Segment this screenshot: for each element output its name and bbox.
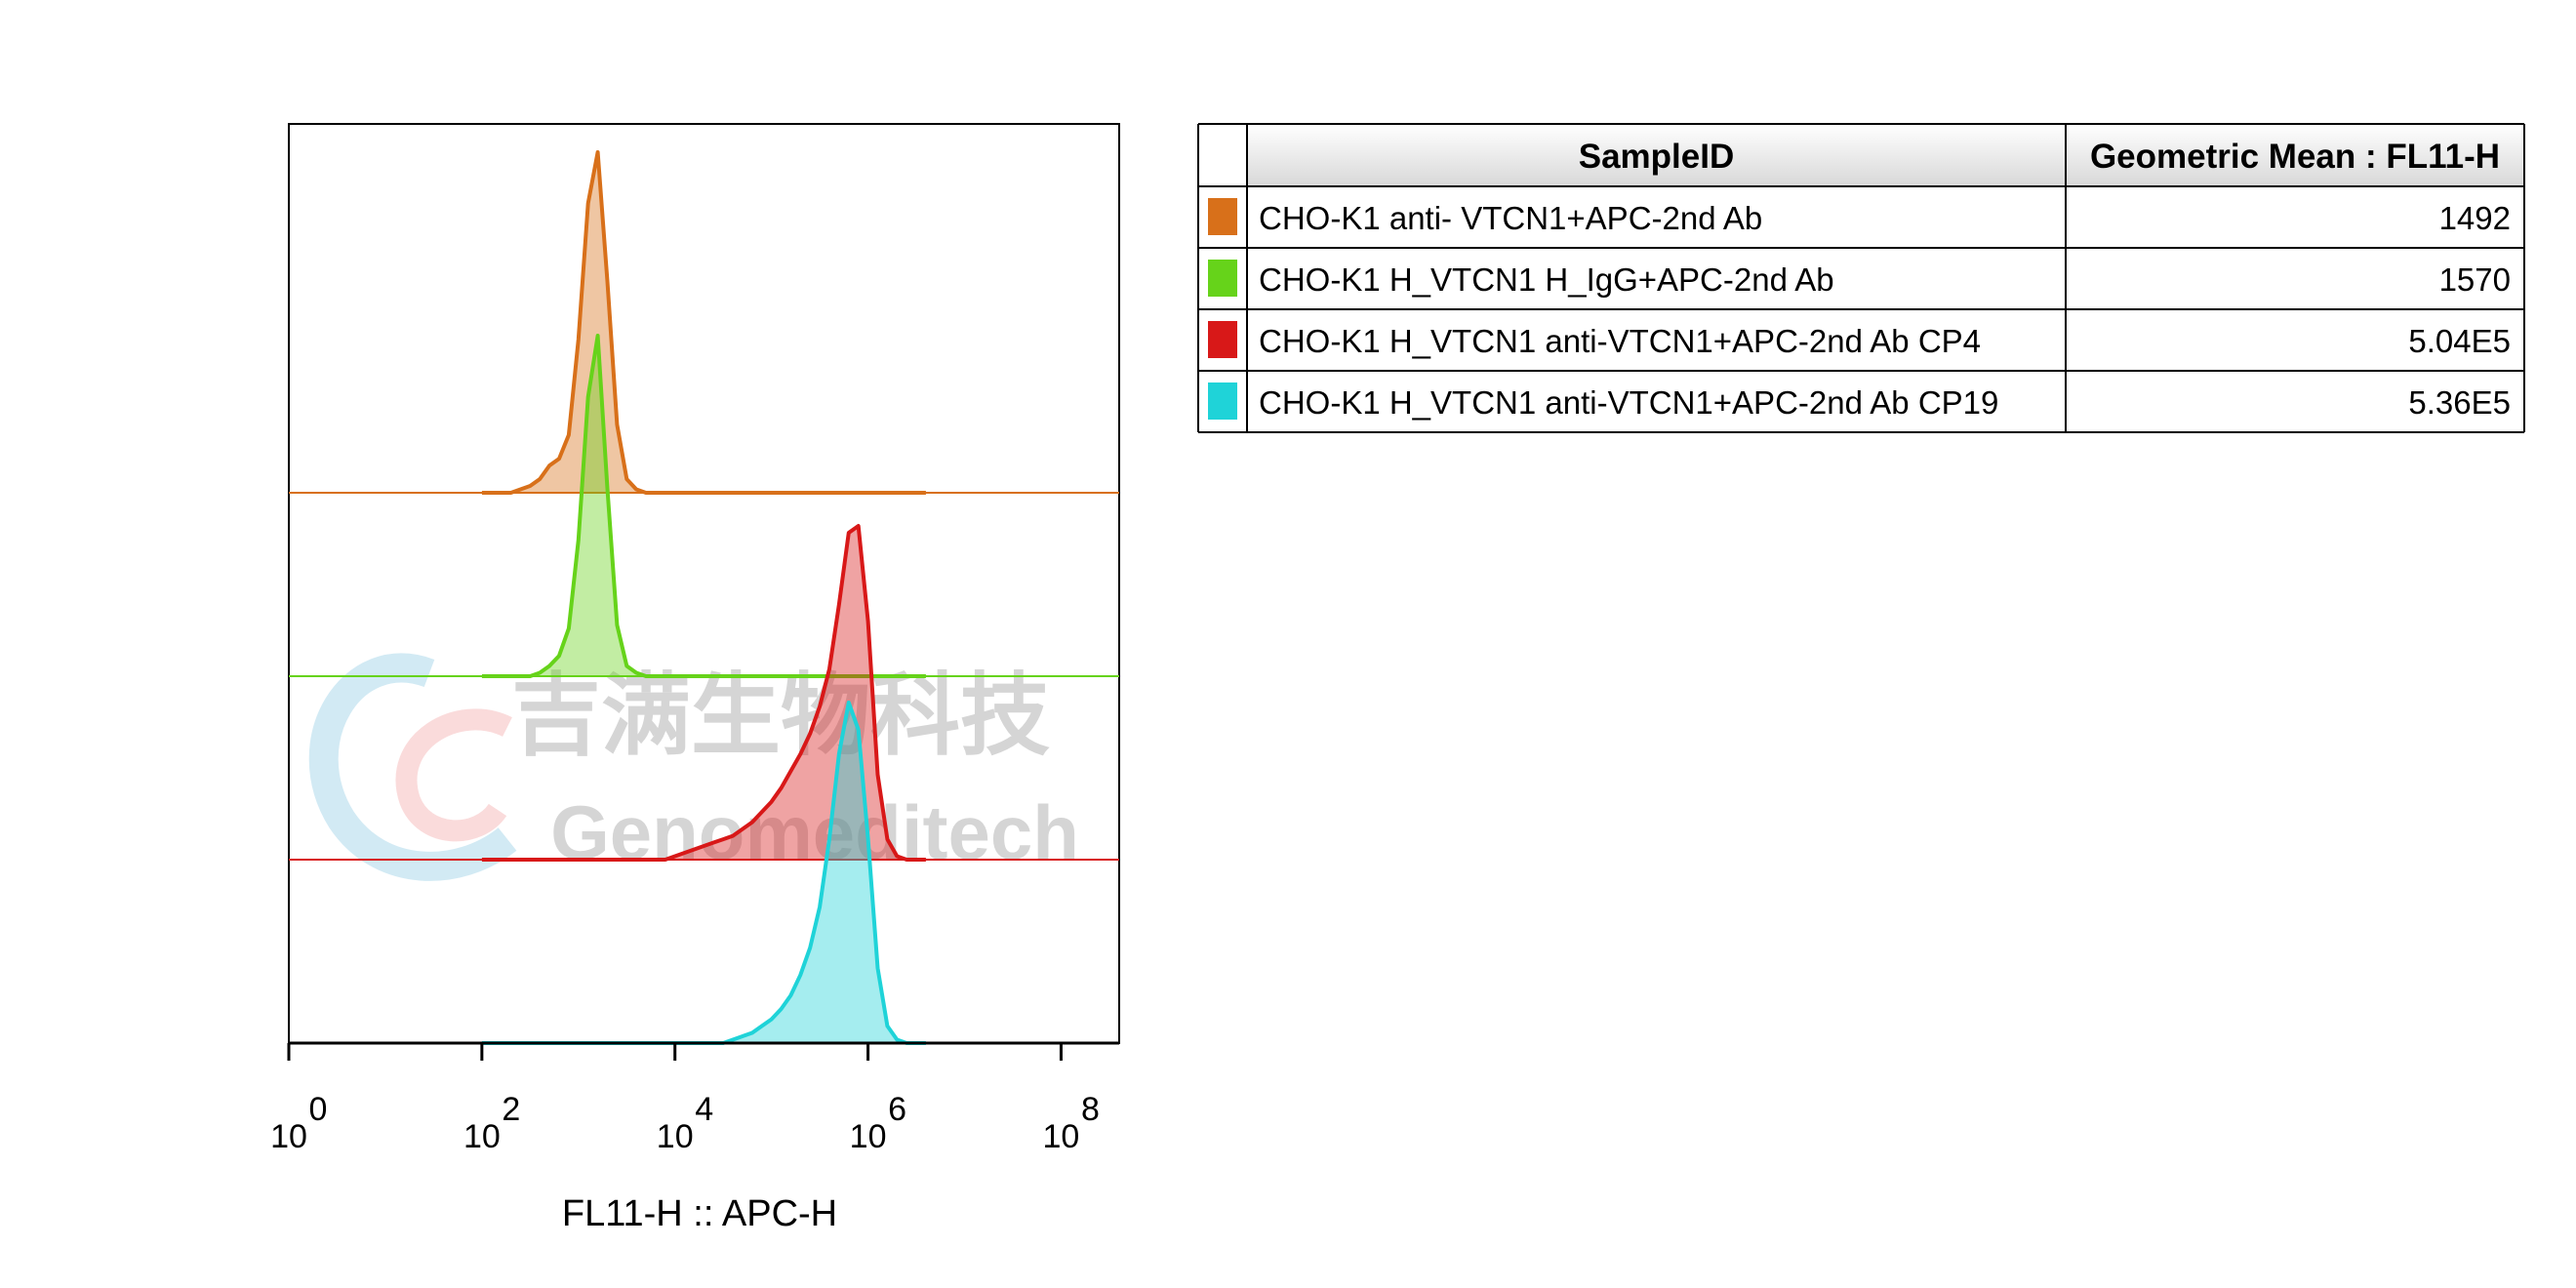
x-tick-label: 10 — [850, 1118, 887, 1155]
x-tick-label: 10 — [1043, 1118, 1080, 1155]
x-tick-label: 10 — [270, 1118, 307, 1155]
x-tick-exponent: 6 — [888, 1091, 906, 1128]
histogram-area — [481, 703, 926, 1043]
legend-swatch — [1208, 321, 1237, 358]
x-axis-label: FL11-H :: APC-H — [562, 1193, 837, 1234]
table-header: SampleID — [1579, 138, 1735, 176]
histogram-line — [481, 524, 926, 862]
legend-label: CHO-K1 anti- VTCN1+APC-2nd Ab — [1259, 200, 1762, 236]
histogram-line — [481, 150, 926, 495]
watermark: 吉满生物科技 — [511, 666, 1050, 766]
legend-label: CHO-K1 H_VTCN1 anti-VTCN1+APC-2nd Ab CP1… — [1259, 384, 1998, 421]
x-tick-exponent: 0 — [309, 1091, 328, 1128]
legend-swatch — [1208, 198, 1237, 235]
x-tick-exponent: 4 — [695, 1091, 713, 1128]
x-tick-exponent: 8 — [1081, 1091, 1100, 1128]
x-tick-exponent: 2 — [502, 1091, 520, 1128]
histogram-area — [481, 336, 926, 676]
x-tick-label: 10 — [463, 1118, 501, 1155]
table-value: 5.36E5 — [2408, 384, 2511, 421]
table-value: 1492 — [2439, 200, 2511, 236]
legend-swatch — [1208, 260, 1237, 297]
histogram-area — [481, 152, 926, 493]
histogram-area — [481, 526, 926, 860]
table-value: 1570 — [2439, 262, 2511, 298]
table-header: Geometric Mean : FL11-H — [2090, 138, 2500, 176]
x-tick-label: 10 — [657, 1118, 694, 1155]
legend-label: CHO-K1 H_VTCN1 anti-VTCN1+APC-2nd Ab CP4 — [1259, 323, 1981, 359]
legend-swatch — [1208, 382, 1237, 420]
legend-label: CHO-K1 H_VTCN1 H_IgG+APC-2nd Ab — [1259, 262, 1834, 298]
table: SampleID Geometric Mean : FL11-H CHO-K1 an… — [1197, 123, 2525, 433]
histogram-line — [481, 334, 926, 678]
table-header-bg — [1247, 124, 2524, 186]
table-value: 5.04E5 — [2408, 323, 2511, 359]
logo-arc — [395, 708, 512, 842]
